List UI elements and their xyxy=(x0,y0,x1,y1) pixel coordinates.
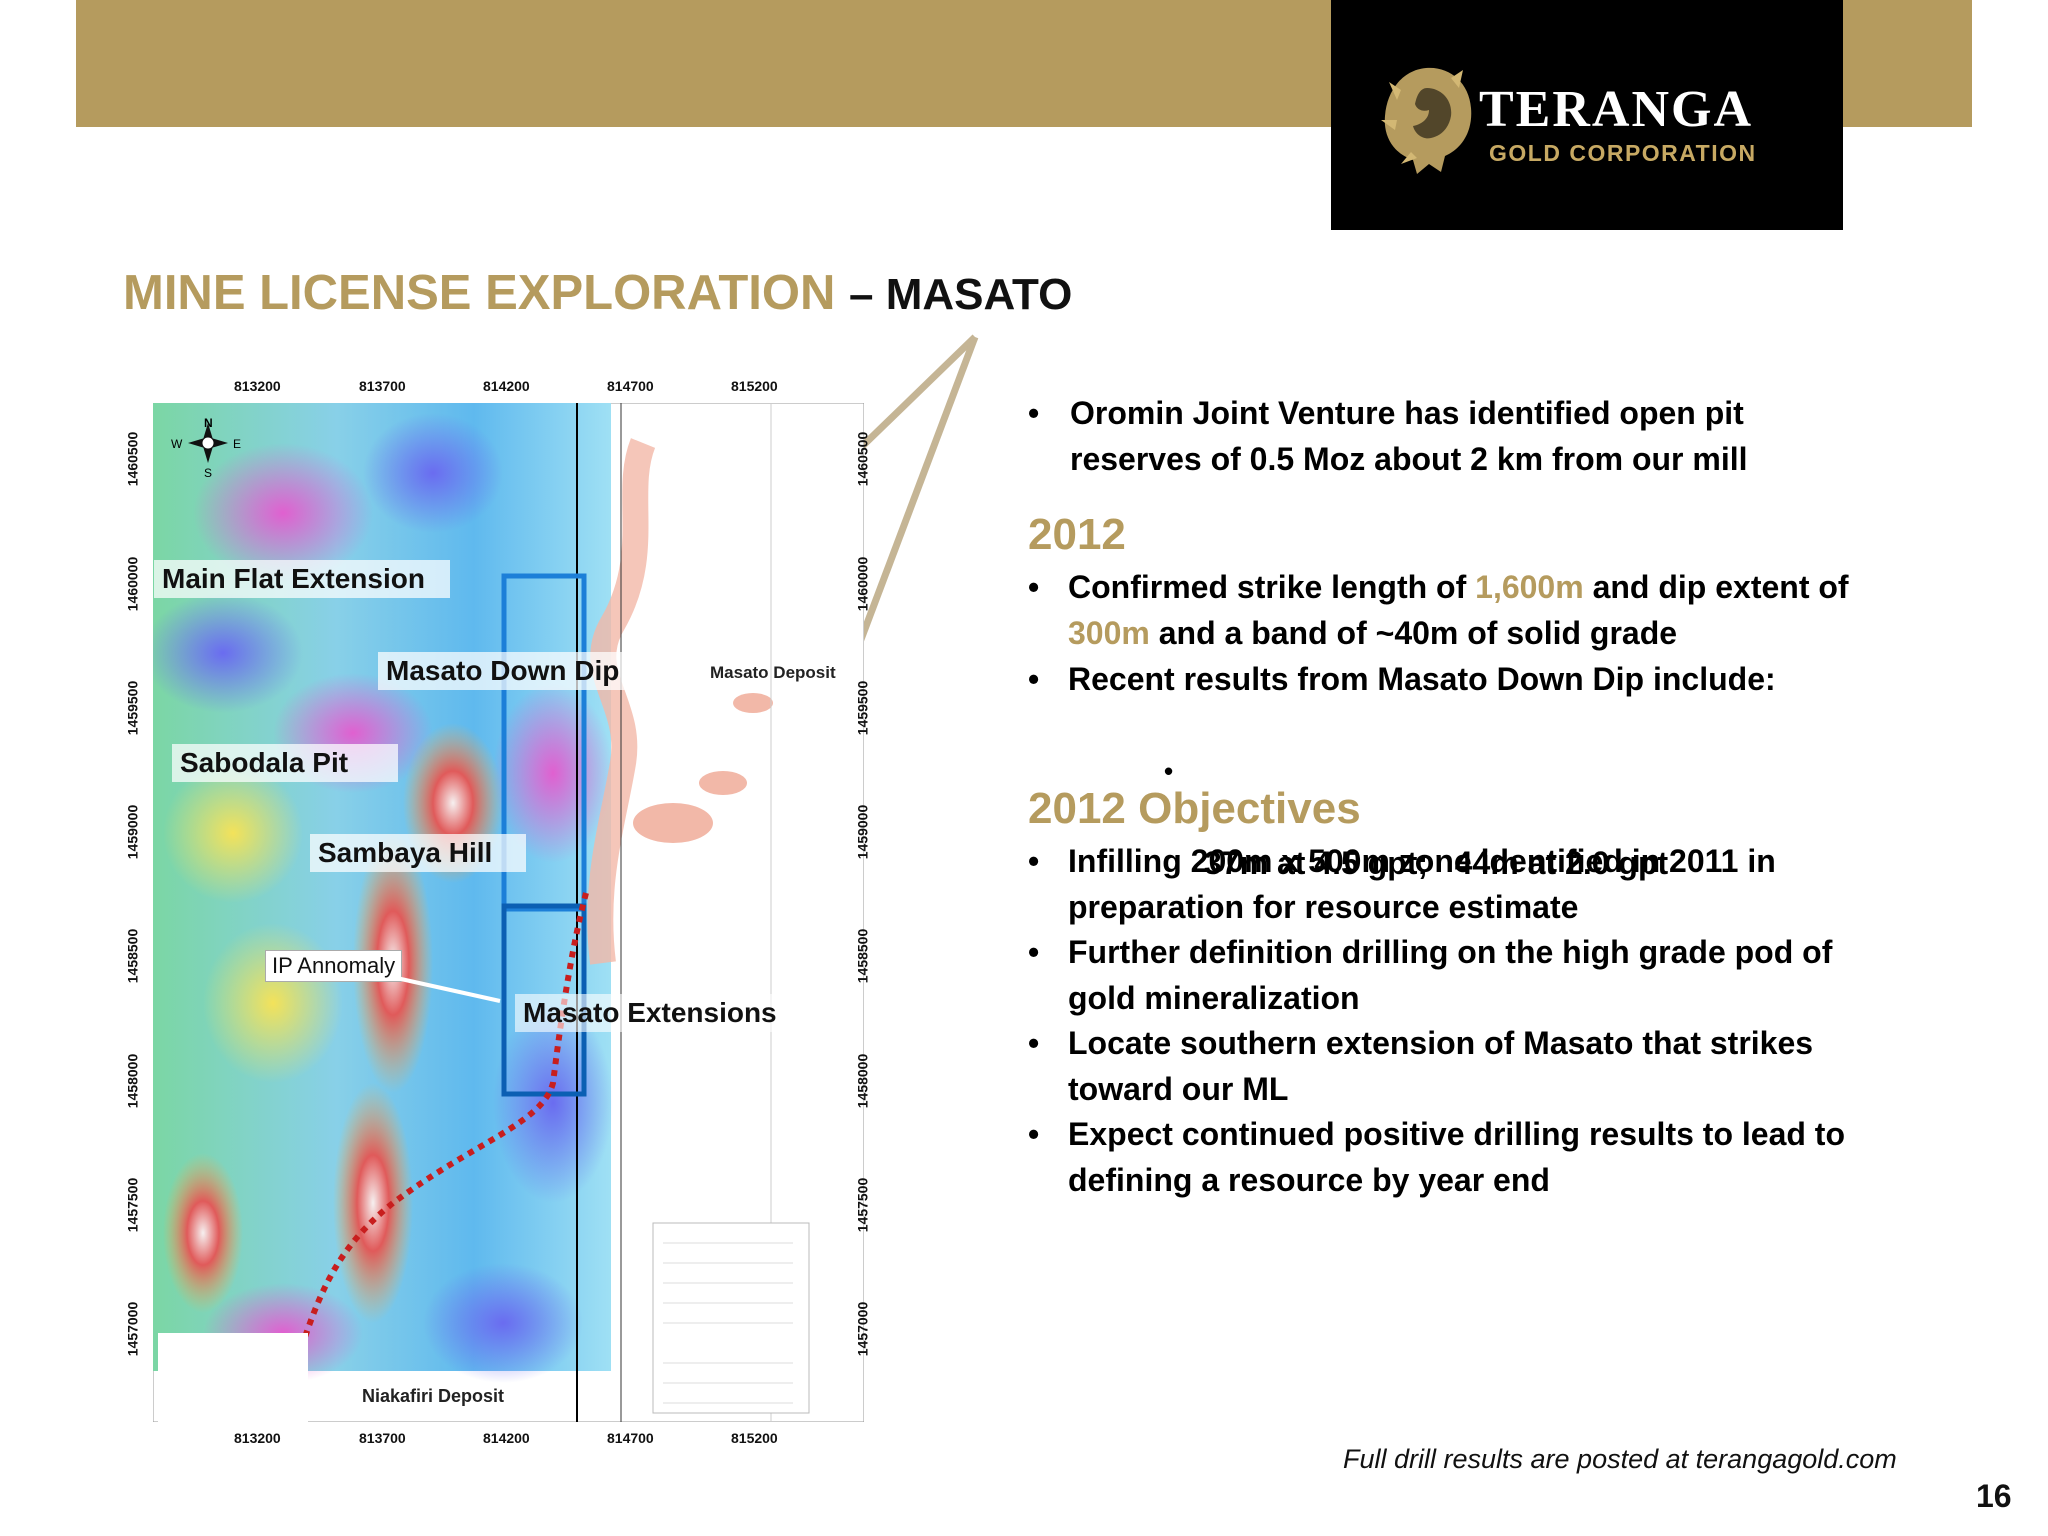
x-tick: 813200 xyxy=(234,1430,281,1446)
x-tick: 814200 xyxy=(483,1430,530,1446)
y-tick: 1458000 xyxy=(124,1053,141,1109)
bullet-dot: • xyxy=(1028,661,1040,697)
y-tick: 1457500 xyxy=(124,1177,141,1233)
compass-icon xyxy=(188,423,228,463)
intro-line-1: Oromin Joint Venture has identified open… xyxy=(1070,395,1744,431)
bullet-dot: • xyxy=(1028,934,1040,970)
sub-bullet-results: • 37m at 4.5 gpt; 44m at 2.0 gpt xyxy=(1164,702,1668,932)
y-tick: 1458500 xyxy=(854,928,871,984)
objective-line: gold mineralization xyxy=(1068,980,1360,1016)
y-tick: 1459500 xyxy=(854,680,871,736)
y-tick: 1460000 xyxy=(124,556,141,612)
objective-line: defining a resource by year end xyxy=(1068,1162,1550,1198)
strike-pre: Confirmed strike length of xyxy=(1068,569,1476,605)
results-values: 37m at 4.5 gpt; 44m at 2.0 gpt xyxy=(1204,845,1669,881)
y-tick: 1460500 xyxy=(854,431,871,487)
x-tick: 813700 xyxy=(359,1430,406,1446)
y-tick: 1460000 xyxy=(854,556,871,612)
strike-post: and a band of ~40m of solid grade xyxy=(1149,615,1678,651)
x-tick: 813200 xyxy=(234,378,281,394)
label-masato-down-dip: Masato Down Dip xyxy=(378,652,628,690)
x-tick: 815200 xyxy=(731,1430,778,1446)
label-sabodala-pit: Sabodala Pit xyxy=(172,744,398,782)
heading-2012: 2012 xyxy=(1028,510,1126,559)
dip-value: 300m xyxy=(1068,615,1150,651)
objective-line: Locate southern extension of Masato that… xyxy=(1068,1025,1814,1061)
bullet-dot: • xyxy=(1028,843,1040,879)
objective-item: • Expect continued positive drilling res… xyxy=(1028,1111,1845,1203)
x-tick: 814700 xyxy=(607,1430,654,1446)
strike-length-line-2: 300m and a band of ~40m of solid grade xyxy=(1068,610,1849,656)
bullet-dot: • xyxy=(1028,1025,1040,1061)
label-ip-annomaly: IP Annomaly xyxy=(265,950,403,982)
x-tick: 814700 xyxy=(607,378,654,394)
objective-item: • Infilling 200m x 500m zone identified … xyxy=(1028,838,1776,930)
lion-icon xyxy=(1381,67,1472,174)
objective-line: preparation for resource estimate xyxy=(1068,889,1579,925)
bullet-dot: • xyxy=(1028,1116,1040,1152)
map-canvas xyxy=(143,402,865,1423)
objective-item: • Locate southern extension of Masato th… xyxy=(1028,1020,1813,1112)
page-number: 16 xyxy=(1976,1478,2012,1514)
intro-line-2: reserves of 0.5 Moz about 2 km from our … xyxy=(1070,441,1748,477)
y-tick: 1459500 xyxy=(124,680,141,736)
bullet-strike-length: • Confirmed strike length of 1,600m and … xyxy=(1028,564,1849,656)
y-tick: 1459000 xyxy=(124,804,141,860)
teranga-logo: TERANGA GOLD CORPORATION xyxy=(1331,0,1843,230)
logo-wordmark: TERANGA xyxy=(1479,81,1754,138)
label-masato-extensions: Masato Extensions xyxy=(515,994,785,1032)
footer-note: Full drill results are posted at teranga… xyxy=(1343,1444,1897,1474)
logo-subtitle: GOLD CORPORATION xyxy=(1489,140,1757,166)
strike-mid: and dip extent of xyxy=(1583,569,1849,605)
compass-w: W xyxy=(171,437,183,451)
objective-line: Infilling 200m x 500m zone identified in… xyxy=(1068,843,1776,879)
page-title: MINE LICENSE EXPLORATION – MASATO xyxy=(123,265,1072,321)
title-main: MINE LICENSE EXPLORATION xyxy=(123,266,836,320)
intro-bullet: • Oromin Joint Venture has identified op… xyxy=(1028,390,1748,482)
geophysics-map: 813200 813700 814200 814700 815200 81320… xyxy=(124,378,870,1446)
y-tick: 1457000 xyxy=(124,1301,141,1357)
title-suffix: – MASATO xyxy=(849,270,1073,319)
y-tick: 1457500 xyxy=(854,1177,871,1233)
y-tick: 1457000 xyxy=(854,1301,871,1357)
compass-n: N xyxy=(204,416,213,430)
x-tick: 814200 xyxy=(483,378,530,394)
strike-value: 1,600m xyxy=(1475,569,1584,605)
y-tick: 1460500 xyxy=(124,431,141,487)
y-tick: 1458500 xyxy=(124,928,141,984)
ip-pointer xyxy=(391,975,501,1003)
objective-item: • Further definition drilling on the hig… xyxy=(1028,929,1832,1021)
compass-s: S xyxy=(204,466,213,480)
bullet-dot: • xyxy=(1028,569,1040,605)
recent-results-text: Recent results from Masato Down Dip incl… xyxy=(1068,661,1776,697)
bullet-dot: • xyxy=(1028,395,1040,431)
objective-line: Further definition drilling on the high … xyxy=(1068,934,1833,970)
y-tick: 1458000 xyxy=(854,1053,871,1109)
label-sambaya-hill: Sambaya Hill xyxy=(310,834,526,872)
strike-length-line-1: Confirmed strike length of 1,600m and di… xyxy=(1068,564,1849,610)
label-main-flat-extension: Main Flat Extension xyxy=(154,560,450,598)
label-masato-deposit: Masato Deposit xyxy=(710,663,836,682)
bullet-dot: • xyxy=(1164,756,1174,786)
label-niakafiri-deposit: Niakafiri Deposit xyxy=(362,1386,505,1406)
heading-objectives: 2012 Objectives xyxy=(1028,784,1361,833)
x-tick: 815200 xyxy=(731,378,778,394)
objective-line: toward our ML xyxy=(1068,1071,1289,1107)
objective-line: Expect continued positive drilling resul… xyxy=(1068,1116,1845,1152)
compass-e: E xyxy=(233,437,242,451)
y-tick: 1459000 xyxy=(854,804,871,860)
bullet-recent-results: • Recent results from Masato Down Dip in… xyxy=(1028,656,1776,702)
x-tick: 813700 xyxy=(359,378,406,394)
